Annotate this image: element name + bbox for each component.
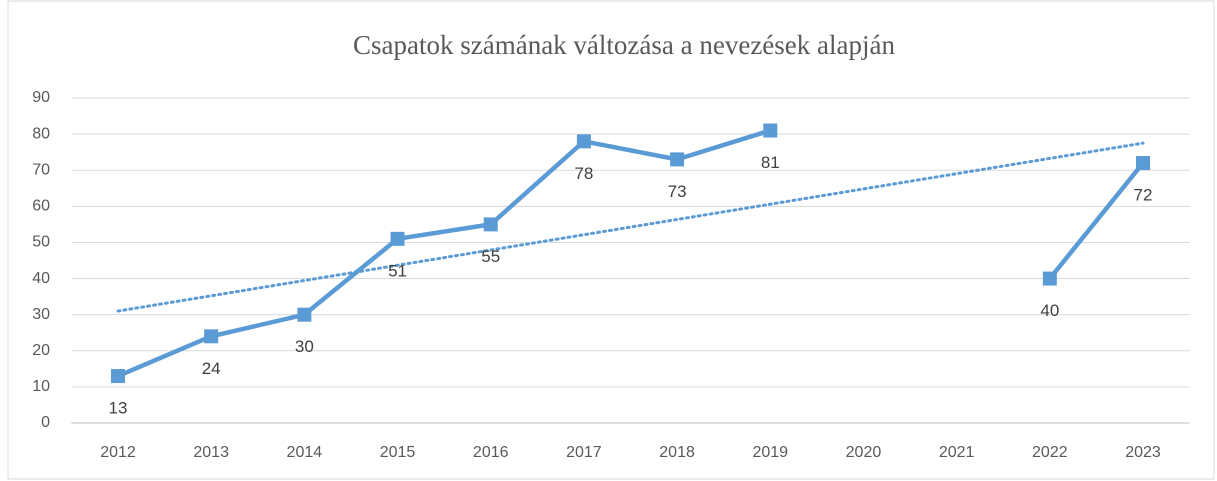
y-tick-label: 0 xyxy=(41,414,50,431)
data-label: 55 xyxy=(481,247,500,266)
data-label: 13 xyxy=(109,399,128,418)
data-label: 81 xyxy=(761,153,780,172)
x-tick-label: 2014 xyxy=(287,444,323,461)
y-tick-label: 10 xyxy=(32,378,50,395)
chart-title: Csapatok számának változása a nevezések … xyxy=(353,30,895,60)
marker xyxy=(297,307,312,322)
y-tick-label: 70 xyxy=(32,161,50,178)
x-tick-label: 2021 xyxy=(939,444,975,461)
y-tick-label: 20 xyxy=(32,342,50,359)
marker xyxy=(390,231,405,246)
x-tick-label: 2023 xyxy=(1125,444,1161,461)
y-tick-label: 90 xyxy=(32,89,50,106)
marker xyxy=(1042,271,1057,286)
marker xyxy=(670,152,685,167)
y-tick-label: 60 xyxy=(32,198,50,215)
x-tick-label: 2018 xyxy=(659,444,695,461)
marker xyxy=(576,134,591,149)
y-tick-label: 30 xyxy=(32,306,50,323)
marker xyxy=(483,217,498,232)
x-tick-label: 2019 xyxy=(752,444,788,461)
x-tick-label: 2012 xyxy=(100,444,136,461)
data-label: 51 xyxy=(388,261,407,280)
chart-border xyxy=(7,0,1215,480)
x-tick-label: 2013 xyxy=(193,444,229,461)
y-tick-label: 40 xyxy=(32,270,50,287)
trendline xyxy=(116,141,1145,313)
x-tick-label: 2016 xyxy=(473,444,509,461)
x-tick-label: 2017 xyxy=(566,444,602,461)
data-label: 72 xyxy=(1134,185,1153,204)
data-label: 24 xyxy=(202,359,221,378)
marker xyxy=(763,123,778,138)
y-tick-label: 80 xyxy=(32,125,50,142)
data-label: 30 xyxy=(295,337,314,356)
x-tick-label: 2022 xyxy=(1032,444,1068,461)
marker xyxy=(1136,156,1151,170)
marker xyxy=(110,369,125,384)
x-tick-label: 2015 xyxy=(380,444,416,461)
data-label: 73 xyxy=(668,182,687,201)
marker xyxy=(204,329,219,344)
series-line xyxy=(117,128,1145,379)
x-tick-label: 2020 xyxy=(846,444,882,461)
data-label: 40 xyxy=(1040,301,1059,320)
y-tick-label: 50 xyxy=(32,234,50,251)
data-label: 78 xyxy=(574,164,593,183)
